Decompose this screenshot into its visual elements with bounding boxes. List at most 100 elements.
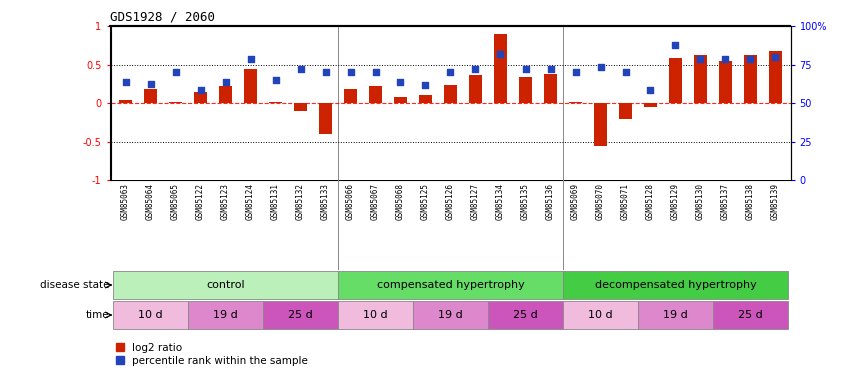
Text: GSM85069: GSM85069: [571, 183, 580, 220]
Bar: [620, 103, 632, 118]
Bar: [713, 301, 788, 329]
Text: GSM85068: GSM85068: [396, 183, 405, 220]
Text: 19 d: 19 d: [663, 310, 688, 320]
Text: GDS1928 / 2060: GDS1928 / 2060: [110, 11, 216, 24]
Bar: [544, 74, 557, 103]
Point: [768, 54, 782, 60]
Point: [468, 66, 482, 72]
Bar: [413, 301, 488, 329]
Text: GSM85063: GSM85063: [121, 183, 130, 220]
Bar: [519, 77, 532, 103]
Point: [569, 69, 582, 75]
Point: [544, 66, 558, 72]
Point: [669, 42, 683, 48]
Point: [494, 51, 507, 57]
Legend: log2 ratio, percentile rank within the sample: log2 ratio, percentile rank within the s…: [116, 343, 309, 366]
Point: [319, 69, 332, 75]
Text: GSM85137: GSM85137: [721, 183, 730, 220]
Text: GSM85133: GSM85133: [321, 183, 330, 220]
Text: 19 d: 19 d: [438, 310, 463, 320]
Text: GSM85122: GSM85122: [196, 183, 205, 220]
Text: GSM85065: GSM85065: [171, 183, 180, 220]
Text: GSM85071: GSM85071: [621, 183, 630, 220]
Bar: [338, 271, 563, 299]
Point: [269, 77, 282, 83]
Bar: [769, 51, 782, 103]
Bar: [570, 102, 581, 103]
Bar: [488, 301, 563, 329]
Text: GSM85134: GSM85134: [496, 183, 505, 220]
Text: 25 d: 25 d: [288, 310, 313, 320]
Point: [144, 81, 157, 87]
Point: [168, 69, 182, 75]
Bar: [419, 96, 432, 103]
Point: [694, 56, 707, 62]
Text: 10 d: 10 d: [139, 310, 163, 320]
Bar: [113, 271, 338, 299]
Point: [518, 66, 532, 72]
Text: 25 d: 25 d: [738, 310, 762, 320]
Bar: [745, 55, 756, 103]
Bar: [563, 301, 638, 329]
Text: disease state: disease state: [40, 280, 110, 290]
Text: 25 d: 25 d: [513, 310, 538, 320]
Text: 10 d: 10 d: [363, 310, 388, 320]
Text: GSM85125: GSM85125: [421, 183, 430, 220]
Bar: [195, 92, 207, 103]
Text: GSM85067: GSM85067: [371, 183, 380, 220]
Bar: [369, 86, 382, 103]
Text: 10 d: 10 d: [588, 310, 613, 320]
Bar: [694, 56, 706, 103]
Text: GSM85127: GSM85127: [471, 183, 480, 220]
Bar: [469, 75, 482, 103]
Bar: [144, 89, 156, 103]
Text: GSM85064: GSM85064: [146, 183, 155, 220]
Point: [194, 87, 207, 93]
Text: GSM85136: GSM85136: [546, 183, 555, 220]
Text: GSM85070: GSM85070: [596, 183, 605, 220]
Text: control: control: [207, 280, 245, 290]
Text: GSM85124: GSM85124: [246, 183, 255, 220]
Text: GSM85129: GSM85129: [671, 183, 680, 220]
Bar: [669, 58, 682, 103]
Text: GSM85130: GSM85130: [696, 183, 705, 220]
Point: [419, 82, 433, 88]
Bar: [494, 34, 507, 103]
Bar: [394, 97, 407, 103]
Text: GSM85138: GSM85138: [746, 183, 755, 220]
Text: GSM85123: GSM85123: [221, 183, 230, 220]
Bar: [188, 301, 263, 329]
Point: [343, 69, 357, 75]
Bar: [563, 271, 788, 299]
Point: [218, 79, 232, 85]
Text: GSM85139: GSM85139: [771, 183, 780, 220]
Bar: [219, 86, 232, 103]
Bar: [719, 61, 732, 103]
Point: [244, 56, 258, 62]
Bar: [594, 103, 607, 146]
Bar: [294, 103, 307, 111]
Bar: [113, 301, 188, 329]
Bar: [338, 301, 413, 329]
Bar: [445, 85, 456, 103]
Text: time: time: [86, 310, 110, 320]
Bar: [638, 301, 713, 329]
Text: GSM85131: GSM85131: [271, 183, 280, 220]
Text: GSM85126: GSM85126: [446, 183, 455, 220]
Point: [593, 64, 607, 70]
Bar: [644, 103, 657, 107]
Point: [744, 56, 757, 62]
Point: [643, 87, 657, 93]
Bar: [119, 100, 132, 103]
Text: GSM85135: GSM85135: [521, 183, 530, 220]
Text: GSM85066: GSM85066: [346, 183, 355, 220]
Bar: [263, 301, 338, 329]
Point: [369, 69, 382, 75]
Text: GSM85128: GSM85128: [646, 183, 655, 220]
Bar: [169, 102, 182, 103]
Point: [719, 56, 733, 62]
Bar: [269, 102, 281, 103]
Bar: [344, 89, 357, 103]
Point: [619, 69, 632, 75]
Bar: [320, 103, 332, 134]
